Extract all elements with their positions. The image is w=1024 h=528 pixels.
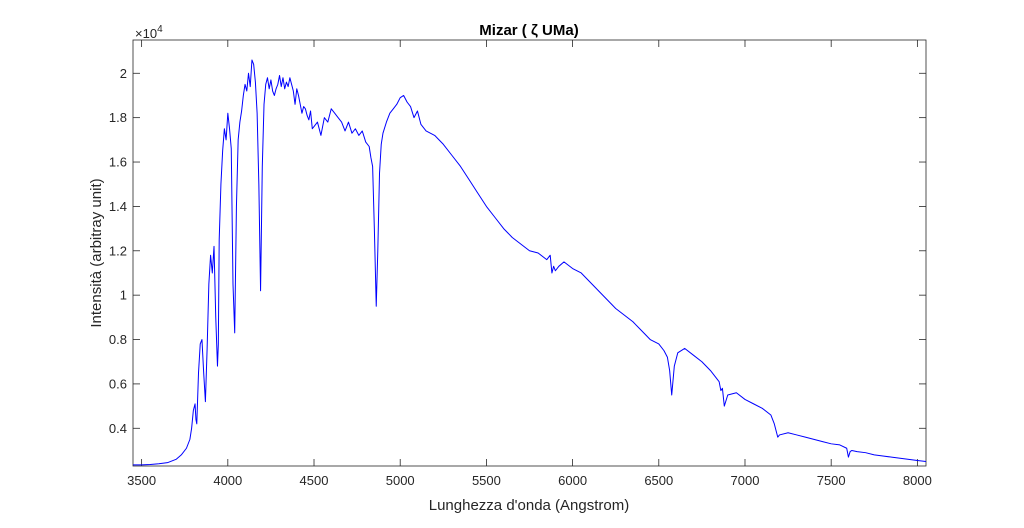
x-axis-ticks: 3500 4000 4500 5000 5500 6000 6500 7000 7500 8000 bbox=[127, 40, 932, 488]
y-exponent-base: ×10 bbox=[135, 26, 157, 41]
plot-area bbox=[132, 39, 927, 467]
y-exponent-power: 4 bbox=[157, 24, 163, 35]
series-layer bbox=[133, 59, 926, 466]
x-tick-label: 7500 bbox=[817, 473, 846, 488]
x-tick-label: 5000 bbox=[386, 473, 415, 488]
spectrum-line bbox=[133, 59, 926, 466]
y-tick-label: 0.6 bbox=[109, 376, 127, 391]
y-axis-ticks: 0.4 0.6 0.8 1 1.2 1.4 1.6 1.8 2 bbox=[109, 66, 926, 436]
x-tick-label: 3500 bbox=[127, 473, 156, 488]
x-tick-label: 6000 bbox=[558, 473, 587, 488]
y-tick-label: 0.8 bbox=[109, 332, 127, 347]
x-tick-label: 8000 bbox=[903, 473, 932, 488]
y-exponent-label: ×104 bbox=[135, 24, 163, 41]
y-tick-label: 1 bbox=[120, 288, 127, 303]
y-tick-label: 1.2 bbox=[109, 243, 127, 258]
x-axis-label: Lunghezza d'onda (Angstrom) bbox=[429, 497, 630, 514]
x-tick-label: 7000 bbox=[731, 473, 760, 488]
x-tick-label: 4500 bbox=[300, 473, 329, 488]
y-axis-label: Intensità (arbitray unit) bbox=[88, 178, 105, 327]
y-tick-label: 2 bbox=[120, 66, 127, 81]
y-tick-label: 1.8 bbox=[109, 110, 127, 125]
y-tick-label: 0.4 bbox=[109, 421, 127, 436]
chart-title: Mizar ( ζ UMa) bbox=[479, 22, 578, 39]
x-tick-label: 5500 bbox=[472, 473, 501, 488]
x-tick-label: 6500 bbox=[644, 473, 673, 488]
x-tick-label: 4000 bbox=[213, 473, 242, 488]
y-tick-label: 1.6 bbox=[109, 155, 127, 170]
y-tick-label: 1.4 bbox=[109, 199, 127, 214]
